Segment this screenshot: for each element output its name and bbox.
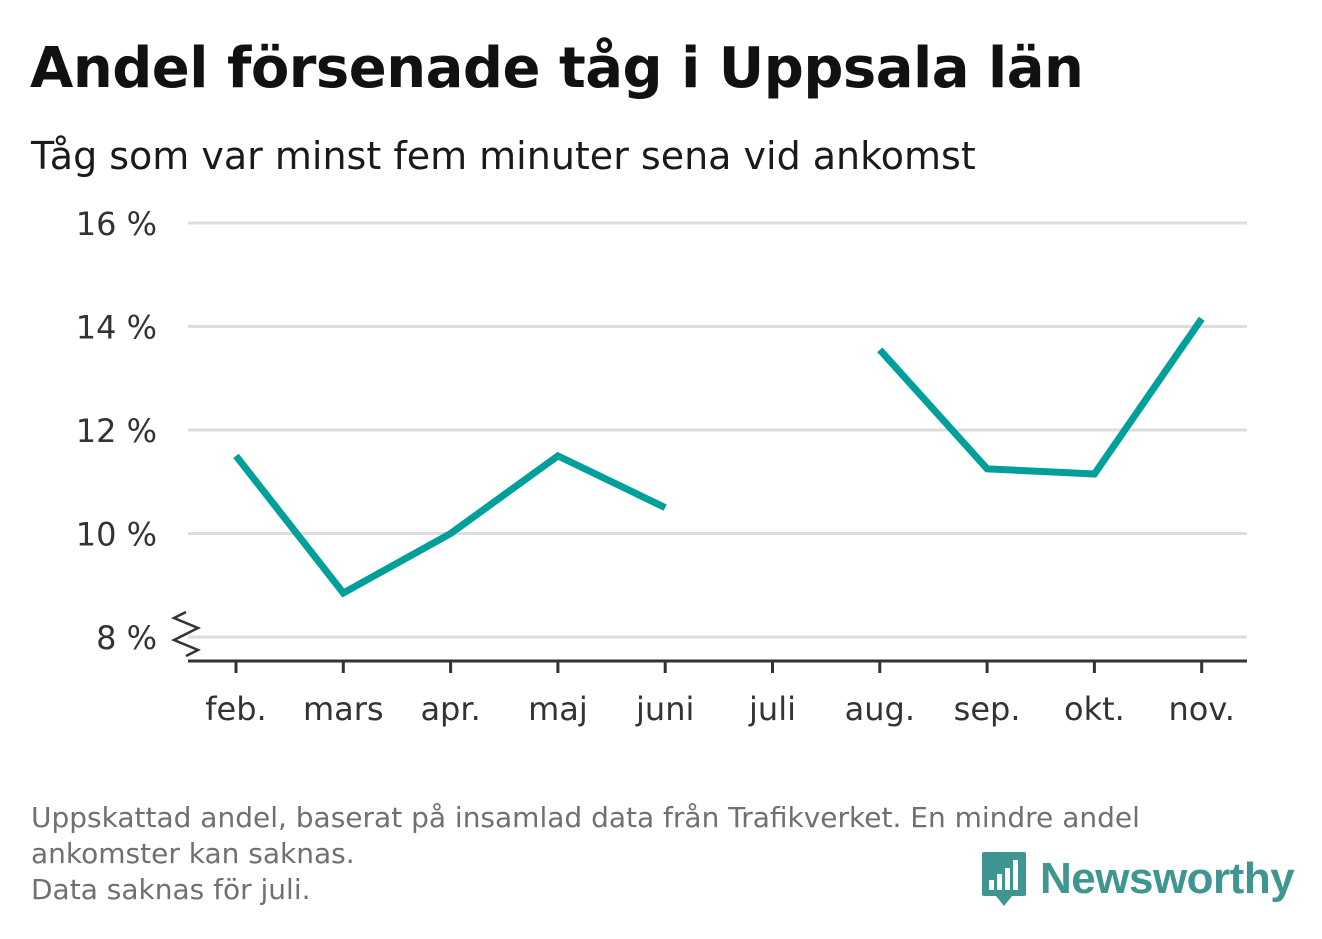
axis-break-icon xyxy=(170,610,202,658)
x-tick-label: juli xyxy=(748,690,796,728)
x-tick-label: juni xyxy=(635,690,694,728)
x-tick-label: feb. xyxy=(205,690,266,728)
footnote: Uppskattad andel, baserat på insamlad da… xyxy=(31,800,1291,908)
x-tick-label: apr. xyxy=(420,690,480,728)
x-tick-label: mars xyxy=(303,690,384,728)
footnote-line: Data saknas för juli. xyxy=(31,873,311,906)
newsworthy-bar-chart-icon xyxy=(982,852,1026,906)
x-tick-label: sep. xyxy=(954,690,1021,728)
x-tick-label: okt. xyxy=(1064,690,1125,728)
footnote-line: ankomster kan saknas. xyxy=(31,837,355,870)
x-tick-label: aug. xyxy=(845,690,915,728)
footnote-line: Uppskattad andel, baserat på insamlad da… xyxy=(31,801,1140,834)
y-tick-label: 12 % xyxy=(76,412,157,450)
y-tick-label: 8 % xyxy=(96,619,157,657)
series-line xyxy=(233,451,667,598)
newsworthy-logo: Newsworthy xyxy=(980,850,1295,908)
y-tick-label: 10 % xyxy=(76,516,157,554)
y-tick-label: 16 % xyxy=(76,205,157,243)
logo-text: Newsworthy xyxy=(1040,854,1295,903)
line-chart: 8 % 10 % 12 % 14 % 16 % feb. mars apr. maj juni ju… xyxy=(76,205,1247,728)
series-line xyxy=(877,316,1205,478)
chart-title: Andel försenade tåg i Uppsala län xyxy=(30,36,1084,101)
x-tick-label: nov. xyxy=(1168,690,1234,728)
x-tick-label: maj xyxy=(528,690,588,728)
y-tick-label: 14 % xyxy=(76,309,157,347)
chart-subtitle: Tåg som var minst fem minuter sena vid a… xyxy=(31,134,976,178)
